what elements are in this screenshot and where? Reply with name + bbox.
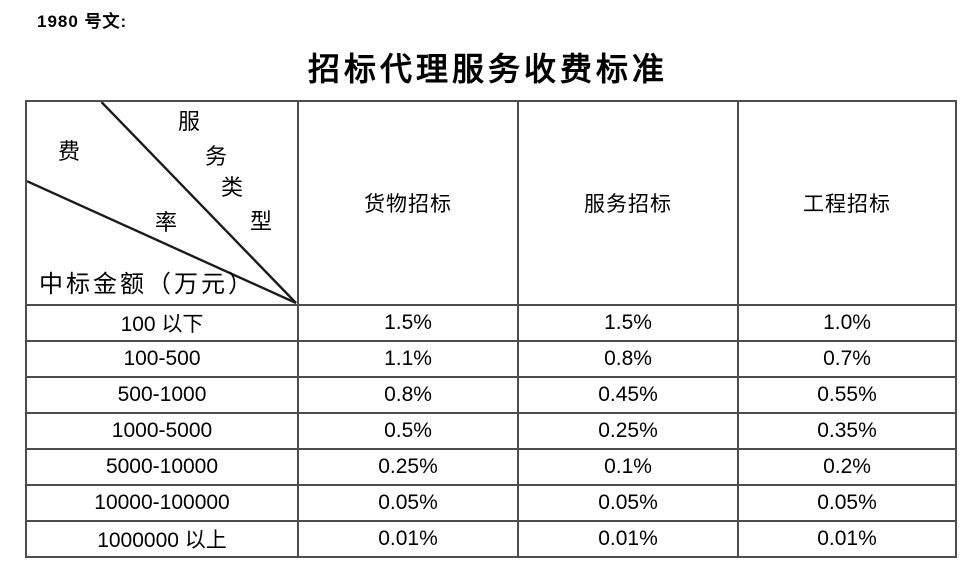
table-row: 500-1000 0.8% 0.45% 0.55% bbox=[25, 376, 957, 414]
table-cell: 0.45% bbox=[517, 376, 739, 414]
row-label: 10000-100000 bbox=[25, 484, 299, 522]
table-cell: 1.5% bbox=[517, 304, 739, 342]
row-label: 1000-5000 bbox=[25, 412, 299, 450]
table-cell: 0.01% bbox=[737, 520, 957, 558]
row-label: 5000-10000 bbox=[25, 448, 299, 486]
table-cell: 0.05% bbox=[737, 484, 957, 522]
diagonal-header-cell: 费 率 服 务 类 型 中标金额（万元） bbox=[25, 100, 299, 306]
column-header-service: 服务招标 bbox=[517, 100, 739, 306]
table-row: 100 以下 1.5% 1.5% 1.0% bbox=[25, 304, 957, 342]
row-label: 500-1000 bbox=[25, 376, 299, 414]
table-cell: 0.35% bbox=[737, 412, 957, 450]
axis-label-bid-amount: 中标金额（万元） bbox=[39, 272, 255, 298]
table-row: 1000-5000 0.5% 0.25% 0.35% bbox=[25, 412, 957, 450]
column-header-goods: 货物招标 bbox=[297, 100, 519, 306]
table-cell: 0.1% bbox=[517, 448, 739, 486]
table-cell: 0.05% bbox=[517, 484, 739, 522]
axis-label-service-type-char-1: 服 bbox=[178, 109, 201, 134]
table-cell: 0.5% bbox=[297, 412, 519, 450]
table-cell: 0.7% bbox=[737, 340, 957, 378]
axis-label-rate-char: 率 bbox=[155, 210, 178, 235]
diagonal-line-lower bbox=[28, 180, 296, 303]
row-label: 100 以下 bbox=[25, 304, 299, 342]
axis-label-service-type-char-3: 类 bbox=[221, 175, 244, 200]
table-cell: 0.01% bbox=[297, 520, 519, 558]
table-row: 5000-10000 0.25% 0.1% 0.2% bbox=[25, 448, 957, 486]
table-row: 10000-100000 0.05% 0.05% 0.05% bbox=[25, 484, 957, 522]
column-header-engineering: 工程招标 bbox=[737, 100, 957, 306]
table-cell: 0.55% bbox=[737, 376, 957, 414]
doc-ref: 1980 号文: bbox=[37, 12, 128, 31]
fee-table: 费 率 服 务 类 型 中标金额（万元） 货物招标 服务招标 工程招标 100 … bbox=[25, 100, 957, 558]
table-cell: 0.25% bbox=[297, 448, 519, 486]
table-cell: 0.01% bbox=[517, 520, 739, 558]
row-label: 100-500 bbox=[25, 340, 299, 378]
axis-label-service-type-char-4: 型 bbox=[250, 209, 273, 234]
table-cell: 0.8% bbox=[517, 340, 739, 378]
axis-label-fee-char: 费 bbox=[58, 139, 81, 164]
table-cell: 1.1% bbox=[297, 340, 519, 378]
table-row: 1000000 以上 0.01% 0.01% 0.01% bbox=[25, 520, 957, 558]
table-header-row: 费 率 服 务 类 型 中标金额（万元） 货物招标 服务招标 工程招标 bbox=[25, 100, 957, 306]
diagonal-divider-lines bbox=[28, 103, 296, 303]
table-cell: 0.2% bbox=[737, 448, 957, 486]
table-row: 100-500 1.1% 0.8% 0.7% bbox=[25, 340, 957, 378]
axis-label-service-type-char-2: 务 bbox=[205, 144, 228, 169]
table-cell: 0.8% bbox=[297, 376, 519, 414]
table-cell: 1.0% bbox=[737, 304, 957, 342]
row-label: 1000000 以上 bbox=[25, 520, 299, 558]
table-cell: 0.25% bbox=[517, 412, 739, 450]
page-title: 招标代理服务收费标准 bbox=[307, 51, 668, 87]
table-cell: 1.5% bbox=[297, 304, 519, 342]
diagonal-line-upper bbox=[100, 103, 296, 303]
table-cell: 0.05% bbox=[297, 484, 519, 522]
